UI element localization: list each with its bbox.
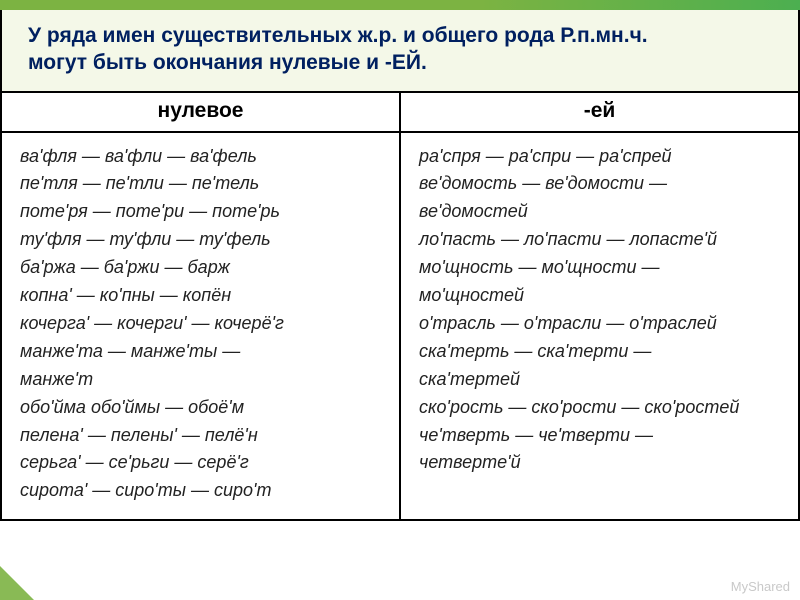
title-zone: У ряда имен существительных ж.р. и общег… — [0, 10, 800, 91]
watermark-text: MyShared — [731, 579, 790, 594]
cell-line: ра'спря — ра'спри — ра'спрей — [419, 143, 784, 171]
cell-line: пелена' — пелены' — пелё'н — [20, 422, 385, 450]
cell-line: ва'фля — ва'фли — ва'фель — [20, 143, 385, 171]
header-col1: нулевое — [1, 92, 400, 132]
cell-line: ту'фля — ту'фли — ту'фель — [20, 226, 385, 254]
table-header-row: нулевое -ей — [1, 92, 799, 132]
cell-line: мо'щность — мо'щности — — [419, 254, 784, 282]
title-line-1: У ряда имен существительных ж.р. и общег… — [28, 22, 772, 49]
cell-line: ска'терть — ска'терти — — [419, 338, 784, 366]
cell-col2: ра'спря — ра'спри — ра'спрейве'домость —… — [400, 132, 799, 521]
cell-col1: ва'фля — ва'фли — ва'фельпе'тля — пе'тли… — [1, 132, 400, 521]
top-accent-band — [0, 0, 800, 10]
grammar-table: нулевое -ей ва'фля — ва'фли — ва'фельпе'… — [0, 91, 800, 522]
cell-line: о'трасль — о'трасли — о'траслей — [419, 310, 784, 338]
cell-line: пе'тля — пе'тли — пе'тель — [20, 170, 385, 198]
cell-line: обо'йма обо'ймы — обоё'м — [20, 394, 385, 422]
cell-line: четверте'й — [419, 449, 784, 477]
header-col2: -ей — [400, 92, 799, 132]
cell-line: кочерга' — кочерги' — кочерё'г — [20, 310, 385, 338]
cell-line: ба'ржа — ба'ржи — барж — [20, 254, 385, 282]
table-body-row: ва'фля — ва'фли — ва'фельпе'тля — пе'тли… — [1, 132, 799, 521]
cell-line: сирота' — сиро'ты — сиро'т — [20, 477, 385, 505]
cell-line: поте'ря — поте'ри — поте'рь — [20, 198, 385, 226]
cell-line: ска'тертей — [419, 366, 784, 394]
cell-line: серьга' — се'рьги — серё'г — [20, 449, 385, 477]
corner-accent-icon — [0, 566, 34, 600]
cell-line: манже'т — [20, 366, 385, 394]
cell-line: копна' — ко'пны — копён — [20, 282, 385, 310]
cell-line: че'тверть — че'тверти — — [419, 422, 784, 450]
cell-line: манже'та — манже'ты — — [20, 338, 385, 366]
cell-line: ско'рость — ско'рости — ско'ростей — [419, 394, 784, 422]
cell-line: ве'домостей — [419, 198, 784, 226]
cell-line: мо'щностей — [419, 282, 784, 310]
cell-line: ло'пасть — ло'пасти — лопасте'й — [419, 226, 784, 254]
title-line-2: могут быть окончания нулевые и -ЕЙ. — [28, 49, 772, 76]
cell-line: ве'домость — ве'домости — — [419, 170, 784, 198]
